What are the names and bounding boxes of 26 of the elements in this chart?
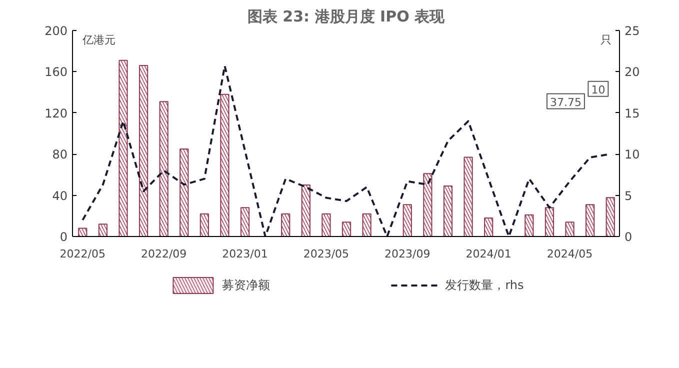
y-tick-label: 0 — [60, 230, 68, 244]
x-tick-label: 2023/01 — [222, 248, 268, 260]
chart-title: 图表 23: 港股月度 IPO 表现 — [247, 8, 446, 26]
y-tick-label: 120 — [44, 106, 68, 120]
y2-tick-label: 10 — [624, 148, 640, 162]
y2-axis-title: 只 — [600, 34, 612, 46]
legend-label: 募资净额 — [222, 276, 270, 294]
y2-tick-label: 15 — [624, 106, 640, 120]
y-axis-title: 亿港元 — [82, 34, 116, 46]
x-tick-label: 2024/01 — [466, 248, 512, 260]
y-tick-label: 80 — [52, 148, 68, 162]
y-tick-label: 160 — [44, 65, 68, 80]
x-tick-label: 2022/09 — [140, 248, 187, 260]
annotation: 10 — [591, 83, 606, 96]
x-tick-label: 2024/05 — [546, 248, 593, 260]
y2-tick-label: 5 — [624, 188, 632, 203]
x-tick-label: 2022/05 — [60, 248, 106, 260]
y-tick-label: 40 — [52, 188, 68, 203]
y-tick-label: 200 — [44, 24, 68, 38]
x-tick-label: 2023/09 — [384, 248, 430, 260]
y2-tick-label: 25 — [624, 24, 640, 38]
legend-label: 发行数量，rhs — [445, 276, 524, 294]
y2-tick-label: 20 — [624, 65, 640, 80]
x-tick-label: 2023/05 — [303, 248, 350, 260]
annotation: 37.75 — [550, 96, 582, 109]
y2-tick-label: 0 — [624, 230, 632, 244]
